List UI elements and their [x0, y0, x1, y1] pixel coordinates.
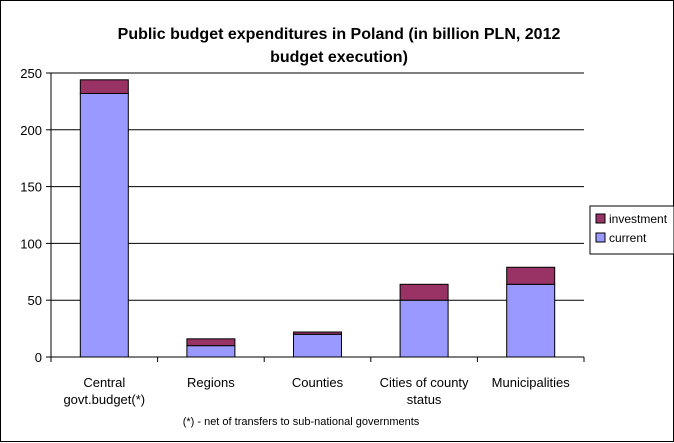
x-category-label: Cities of county: [380, 375, 469, 390]
legend-label-current: current: [609, 231, 647, 245]
bar-investment: [399, 283, 449, 301]
bar-current: [293, 333, 342, 358]
bars: [79, 79, 556, 358]
gridlines: [51, 72, 584, 301]
x-category-label: status: [407, 392, 442, 407]
x-category-label: Counties: [292, 375, 344, 390]
bar-investment: [79, 79, 129, 94]
bar-current: [506, 283, 556, 358]
bar-investment: [506, 266, 556, 285]
footnote: (*) - net of transfers to sub-national g…: [183, 416, 420, 428]
x-category-labels: Central govt.budget(*) Regions Counties Citi…: [63, 375, 570, 407]
y-tick-label: 0: [35, 350, 42, 365]
legend: investment current: [589, 205, 674, 255]
bar-current: [399, 299, 449, 358]
chart-title-line-1: Public budget expenditures in Poland (in…: [118, 26, 561, 43]
legend-box: [589, 205, 674, 255]
y-tick-label: 50: [28, 293, 42, 308]
axes: [46, 72, 585, 362]
legend-swatch-current: [595, 232, 606, 243]
legend-swatch-investment: [595, 213, 606, 224]
x-category-label: Municipalities: [492, 375, 571, 390]
legend-label-investment: investment: [609, 212, 668, 226]
bar-investment: [186, 338, 236, 347]
chart-title-line-2: budget execution): [270, 49, 408, 66]
y-tick-label: 250: [20, 66, 42, 81]
x-category-label: govt.budget(*): [63, 392, 145, 407]
bar-current: [79, 92, 129, 358]
y-tick-label: 150: [20, 180, 42, 195]
y-tick-label: 100: [20, 236, 42, 251]
y-tick-labels: 0 50 100 150 200 250: [20, 66, 42, 365]
bar-current: [186, 345, 236, 358]
bar-investment: [293, 331, 342, 335]
y-tick-label: 200: [20, 123, 42, 138]
x-category-label: Regions: [187, 375, 235, 390]
x-category-label: Central: [83, 375, 125, 390]
